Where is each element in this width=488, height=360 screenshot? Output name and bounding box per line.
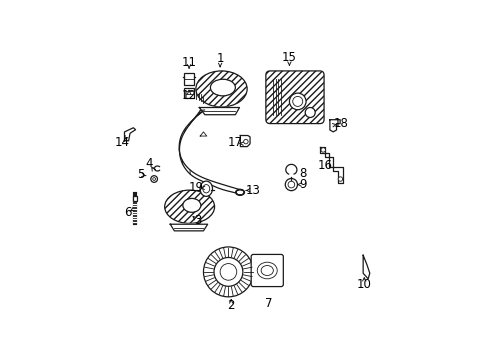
Circle shape: [305, 108, 315, 117]
Text: 8: 8: [299, 167, 306, 180]
Text: 3: 3: [194, 214, 201, 227]
Text: 15: 15: [282, 50, 296, 64]
Polygon shape: [329, 120, 340, 132]
Ellipse shape: [203, 185, 209, 193]
Circle shape: [338, 177, 342, 181]
Circle shape: [285, 179, 297, 191]
Text: 6: 6: [124, 206, 132, 219]
Circle shape: [203, 247, 253, 297]
Circle shape: [320, 148, 325, 152]
Ellipse shape: [210, 79, 235, 96]
Text: 4: 4: [145, 157, 153, 170]
Polygon shape: [200, 132, 206, 136]
Text: 5: 5: [137, 168, 144, 181]
Text: 7: 7: [264, 297, 272, 310]
Text: 10: 10: [356, 278, 371, 291]
Text: 14: 14: [114, 136, 129, 149]
Polygon shape: [124, 128, 135, 141]
Polygon shape: [179, 110, 242, 194]
Circle shape: [150, 176, 157, 183]
Text: 19: 19: [189, 181, 203, 194]
Bar: [132, 195, 137, 201]
Ellipse shape: [200, 181, 212, 196]
Text: 12: 12: [181, 89, 196, 102]
Text: 9: 9: [299, 178, 306, 191]
Bar: [183, 87, 194, 98]
Circle shape: [214, 257, 243, 286]
Circle shape: [220, 264, 236, 280]
Bar: [183, 73, 194, 85]
Text: 17: 17: [227, 136, 243, 149]
Polygon shape: [240, 135, 249, 147]
Ellipse shape: [183, 198, 201, 212]
Polygon shape: [193, 71, 244, 109]
Polygon shape: [285, 165, 296, 174]
Text: 2: 2: [227, 299, 234, 312]
Circle shape: [243, 139, 247, 144]
FancyBboxPatch shape: [265, 71, 324, 123]
Polygon shape: [320, 147, 342, 183]
Text: 18: 18: [333, 117, 347, 130]
Polygon shape: [199, 108, 239, 115]
Text: 1: 1: [216, 52, 224, 65]
Text: 16: 16: [317, 159, 332, 172]
Circle shape: [289, 93, 305, 110]
Text: 13: 13: [245, 184, 260, 197]
Ellipse shape: [164, 190, 214, 223]
Ellipse shape: [196, 71, 246, 107]
Polygon shape: [363, 255, 369, 279]
Ellipse shape: [235, 189, 244, 195]
FancyBboxPatch shape: [251, 255, 283, 287]
Text: 11: 11: [181, 56, 196, 69]
Polygon shape: [170, 224, 207, 231]
